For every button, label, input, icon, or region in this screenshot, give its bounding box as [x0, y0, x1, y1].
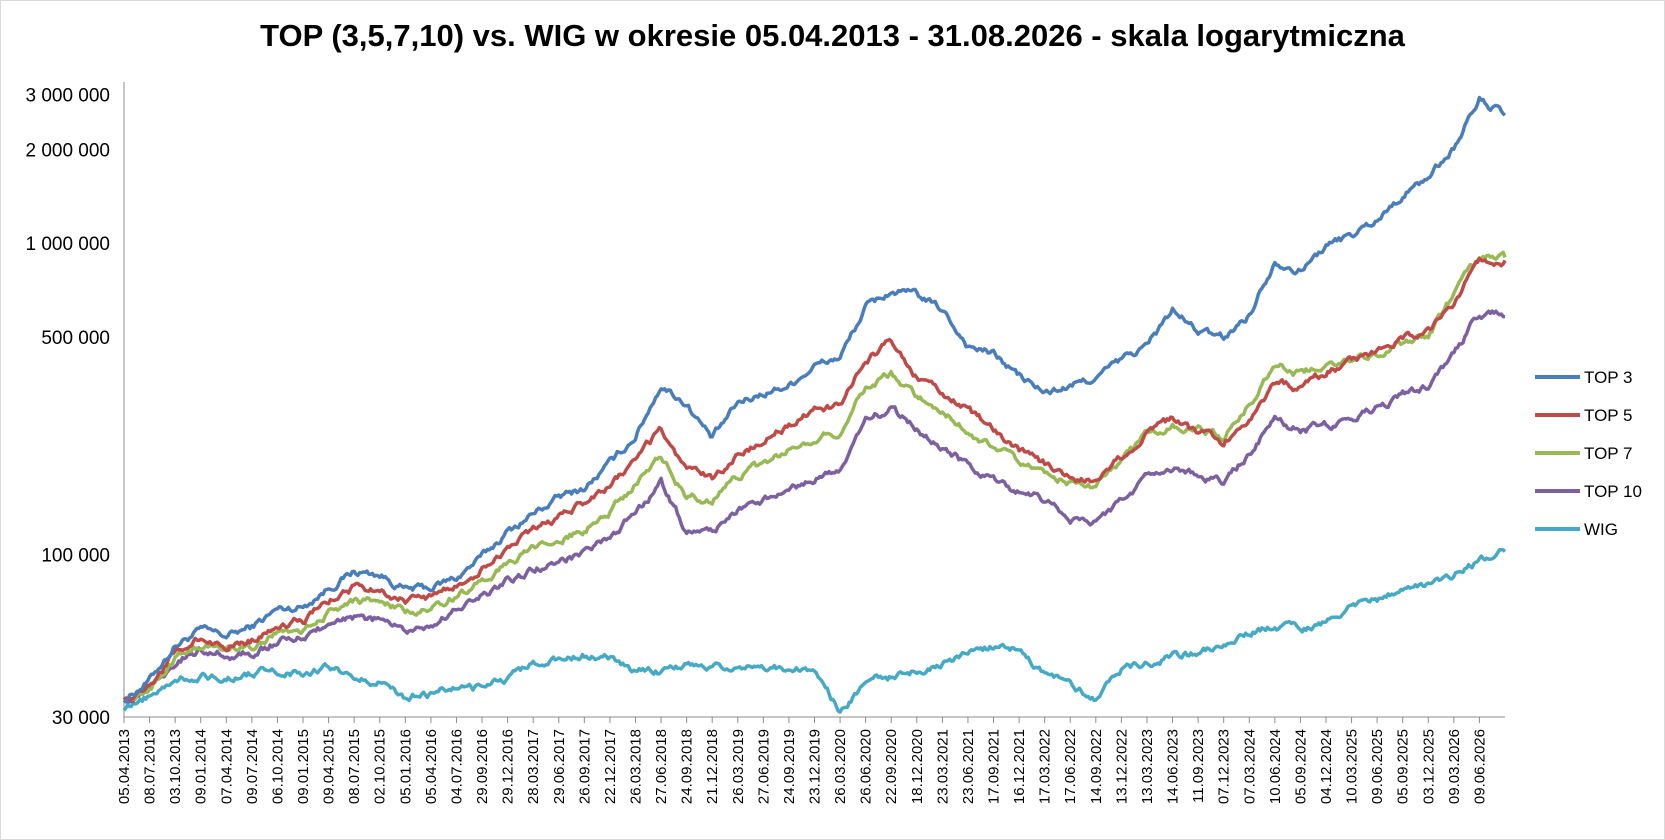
x-tick-label: 29.09.2016	[474, 729, 491, 804]
x-tick-label: 09.06.2025	[1369, 729, 1386, 804]
x-tick-label: 22.09.2020	[883, 729, 900, 804]
x-tick-label: 09.06.2026	[1471, 729, 1488, 804]
x-tick-label: 07.12.2023	[1216, 729, 1233, 804]
x-tick-label: 23.03.2021	[934, 729, 951, 804]
x-tick-label: 14.06.2023	[1165, 729, 1182, 804]
y-tick-label: 3 000 000	[25, 86, 110, 107]
x-tick-label: 17.06.2022	[1062, 729, 1079, 804]
y-tick-label: 2 000 000	[25, 141, 110, 162]
x-tick-label: 09.01.2014	[193, 729, 210, 804]
x-tick-label: 13.12.2022	[1113, 729, 1130, 804]
x-tick-label: 09.04.2015	[321, 729, 338, 804]
x-tick-label: 27.06.2018	[653, 729, 670, 804]
x-tick-label: 06.10.2014	[269, 729, 286, 804]
x-tick-label: 23.12.2019	[807, 729, 824, 804]
x-tick-label: 17.09.2021	[986, 729, 1003, 804]
x-tick-label: 07.04.2014	[218, 729, 235, 804]
x-tick-label: 09.01.2015	[295, 729, 312, 804]
x-tick-label: 26.03.2018	[627, 729, 644, 804]
series-line-top-10	[122, 309, 1506, 704]
x-tick-label: 08.07.2013	[142, 729, 159, 804]
x-tick-label: 22.12.2017	[602, 729, 619, 804]
y-axis: 3 000 000 2 000 000 1 000 000 500 000 100 00…	[25, 82, 125, 729]
x-tick-label: 26.06.2020	[858, 729, 875, 804]
x-tick-label: 05.09.2024	[1292, 729, 1309, 804]
y-tick-label: 30 000	[52, 708, 110, 729]
x-tick-label: 05.01.2016	[397, 729, 414, 804]
x-tick-label: 26.03.2020	[832, 729, 849, 804]
x-tick-label: 08.07.2015	[346, 729, 363, 804]
x-tick-label: 04.12.2024	[1318, 729, 1335, 804]
legend-label: TOP 10	[1584, 482, 1642, 501]
x-tick-label: 05.04.2016	[423, 729, 440, 804]
x-tick-label: 03.12.2025	[1420, 729, 1437, 804]
x-tick-label: 09.03.2026	[1446, 729, 1463, 804]
x-tick-label: 26.09.2017	[576, 729, 593, 804]
x-tick-label: 29.06.2017	[551, 729, 568, 804]
x-tick-label: 18.12.2020	[909, 729, 926, 804]
x-tick-label: 26.03.2019	[730, 729, 747, 804]
x-tick-label: 24.09.2018	[679, 729, 696, 804]
x-tick-label: 29.12.2016	[500, 729, 517, 804]
x-tick-label: 09.07.2014	[244, 729, 261, 804]
x-tick-label: 16.12.2021	[1011, 729, 1028, 804]
x-tick-label: 24.09.2019	[781, 729, 798, 804]
series-line-top-7	[123, 250, 1507, 702]
x-tick-label: 03.10.2013	[167, 729, 184, 804]
x-tick-label: 28.03.2017	[525, 729, 542, 804]
x-tick-label: 14.09.2022	[1088, 729, 1105, 804]
legend-label: TOP 7	[1584, 444, 1633, 463]
x-tick-label: 11.09.2023	[1190, 729, 1207, 803]
legend-label: WIG	[1584, 520, 1618, 539]
legend-label: TOP 5	[1584, 406, 1633, 425]
y-tick-label: 1 000 000	[25, 234, 110, 255]
x-tick-label: 10.03.2025	[1344, 729, 1361, 804]
legend: TOP 3 TOP 5 TOP 7 TOP 10 WIG	[1535, 368, 1642, 539]
chart-title: TOP (3,5,7,10) vs. WIG w okresie 05.04.2…	[260, 18, 1405, 53]
x-tick-label: 07.03.2024	[1241, 729, 1258, 804]
x-tick-label: 23.06.2021	[960, 729, 977, 804]
x-tick-label: 05.09.2025	[1395, 729, 1412, 804]
series-layer	[122, 95, 1507, 714]
y-tick-label: 100 000	[41, 545, 110, 566]
x-tick-label: 21.12.2018	[704, 729, 721, 804]
x-tick-label: 17.03.2022	[1037, 729, 1054, 804]
x-tick-label: 10.06.2024	[1267, 729, 1284, 804]
series-line-wig	[122, 547, 1507, 714]
series-line-top-5	[122, 256, 1507, 703]
x-axis: 05.04.2013 08.07.2013 03.10.2013 09.01.2014…	[116, 716, 1505, 804]
x-tick-label: 13.03.2023	[1139, 729, 1156, 804]
y-tick-label: 500 000	[41, 328, 110, 349]
series-line-top-3	[122, 95, 1507, 704]
x-tick-label: 02.10.2015	[372, 729, 389, 804]
x-tick-label: 04.07.2016	[448, 729, 465, 804]
legend-label: TOP 3	[1584, 368, 1633, 387]
x-tick-label: 27.06.2019	[755, 729, 772, 804]
x-tick-label: 05.04.2013	[116, 729, 133, 804]
